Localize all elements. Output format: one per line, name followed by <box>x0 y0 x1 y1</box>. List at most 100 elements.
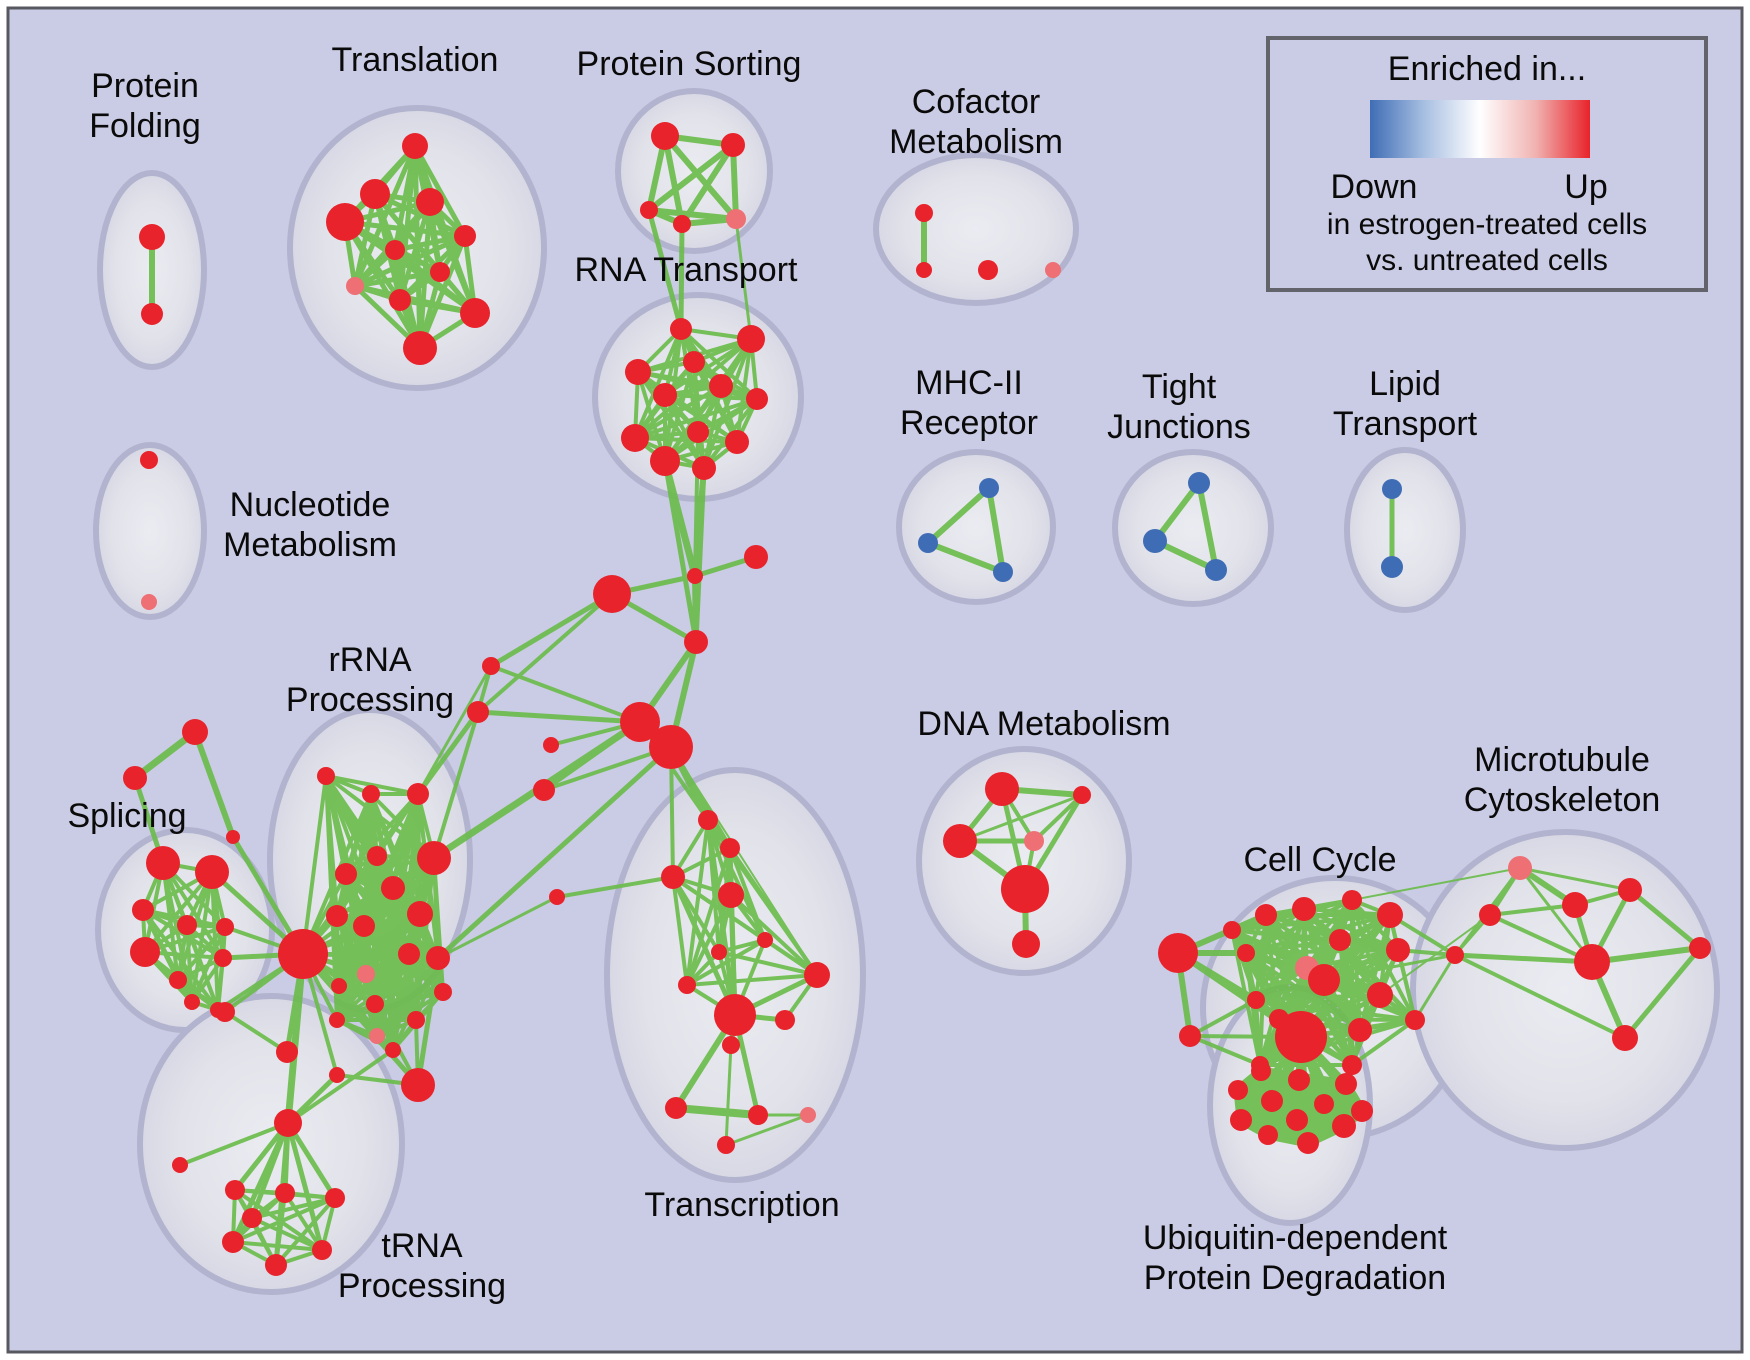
gene-set-node[interactable] <box>625 359 651 385</box>
gene-set-node[interactable] <box>757 932 773 948</box>
gene-set-node[interactable] <box>407 901 433 927</box>
gene-set-node[interactable] <box>226 830 240 844</box>
gene-set-node[interactable] <box>1381 556 1403 578</box>
gene-set-node[interactable] <box>177 915 197 935</box>
gene-set-node[interactable] <box>692 456 716 480</box>
gene-set-node[interactable] <box>549 889 565 905</box>
gene-set-node[interactable] <box>640 201 658 219</box>
gene-set-node[interactable] <box>916 262 932 278</box>
gene-set-node[interactable] <box>1230 1109 1252 1131</box>
gene-set-node[interactable] <box>329 1012 345 1028</box>
gene-set-node[interactable] <box>709 374 733 398</box>
gene-set-node[interactable] <box>1386 938 1410 962</box>
gene-set-node[interactable] <box>1329 929 1351 951</box>
gene-set-node[interactable] <box>1348 1018 1372 1042</box>
gene-set-node[interactable] <box>720 838 740 858</box>
gene-set-node[interactable] <box>1247 991 1265 1009</box>
gene-set-node[interactable] <box>132 899 154 921</box>
gene-set-node[interactable] <box>744 545 768 569</box>
gene-set-node[interactable] <box>141 303 163 325</box>
gene-set-node[interactable] <box>718 882 744 908</box>
gene-set-node[interactable] <box>665 1097 687 1119</box>
gene-set-node[interactable] <box>214 949 232 967</box>
gene-set-node[interactable] <box>1251 1061 1271 1081</box>
gene-set-node[interactable] <box>1689 937 1711 959</box>
gene-set-node[interactable] <box>1377 902 1403 928</box>
gene-set-node[interactable] <box>402 133 428 159</box>
gene-set-node[interactable] <box>276 1041 298 1063</box>
gene-set-node[interactable] <box>184 994 200 1010</box>
gene-set-node[interactable] <box>426 946 450 970</box>
gene-set-node[interactable] <box>139 224 165 250</box>
gene-set-node[interactable] <box>653 383 677 407</box>
gene-set-node[interactable] <box>467 701 489 723</box>
gene-set-node[interactable] <box>325 1188 345 1208</box>
gene-set-node[interactable] <box>543 737 559 753</box>
gene-set-node[interactable] <box>726 209 746 229</box>
gene-set-node[interactable] <box>943 824 977 858</box>
gene-set-node[interactable] <box>346 277 364 295</box>
gene-set-node[interactable] <box>775 1010 795 1030</box>
gene-set-node[interactable] <box>215 1002 235 1022</box>
gene-set-node[interactable] <box>398 943 420 965</box>
gene-set-node[interactable] <box>721 133 745 157</box>
gene-set-node[interactable] <box>401 1068 435 1102</box>
gene-set-node[interactable] <box>362 785 380 803</box>
gene-set-node[interactable] <box>169 971 187 989</box>
gene-set-node[interactable] <box>748 1105 768 1125</box>
gene-set-node[interactable] <box>1612 1025 1638 1051</box>
gene-set-node[interactable] <box>274 1109 302 1137</box>
gene-set-node[interactable] <box>317 767 335 785</box>
gene-set-node[interactable] <box>593 575 631 613</box>
gene-set-node[interactable] <box>482 657 500 675</box>
gene-set-node[interactable] <box>265 1254 287 1276</box>
gene-set-node[interactable] <box>275 1183 295 1203</box>
gene-set-node[interactable] <box>146 846 180 880</box>
gene-set-node[interactable] <box>1332 1114 1356 1138</box>
gene-set-node[interactable] <box>357 965 375 983</box>
gene-set-node[interactable] <box>1342 890 1362 910</box>
gene-set-node[interactable] <box>1446 946 1464 964</box>
gene-set-node[interactable] <box>717 1136 735 1154</box>
gene-set-node[interactable] <box>1143 529 1167 553</box>
gene-set-node[interactable] <box>678 976 696 994</box>
gene-set-node[interactable] <box>649 725 693 769</box>
gene-set-node[interactable] <box>800 1107 816 1123</box>
gene-set-node[interactable] <box>335 863 357 885</box>
gene-set-node[interactable] <box>1255 904 1277 926</box>
gene-set-node[interactable] <box>1308 964 1340 996</box>
gene-set-node[interactable] <box>1342 1055 1362 1075</box>
gene-set-node[interactable] <box>1562 892 1588 918</box>
gene-set-node[interactable] <box>222 1231 244 1253</box>
gene-set-node[interactable] <box>1286 1109 1308 1131</box>
gene-set-node[interactable] <box>172 1157 188 1173</box>
gene-set-node[interactable] <box>1024 831 1044 851</box>
gene-set-node[interactable] <box>650 446 680 476</box>
gene-set-node[interactable] <box>1179 1025 1201 1047</box>
gene-set-node[interactable] <box>141 594 157 610</box>
gene-set-node[interactable] <box>242 1208 262 1228</box>
gene-set-node[interactable] <box>804 962 830 988</box>
gene-set-node[interactable] <box>454 225 476 247</box>
gene-set-node[interactable] <box>651 122 679 150</box>
gene-set-node[interactable] <box>1297 1132 1319 1154</box>
gene-set-node[interactable] <box>1073 786 1091 804</box>
gene-set-node[interactable] <box>1314 1094 1334 1114</box>
gene-set-node[interactable] <box>687 568 703 584</box>
gene-set-node[interactable] <box>670 318 692 340</box>
gene-set-node[interactable] <box>1258 1125 1278 1145</box>
gene-set-node[interactable] <box>1228 1080 1248 1100</box>
gene-set-node[interactable] <box>385 1042 401 1058</box>
gene-set-node[interactable] <box>326 905 348 927</box>
gene-set-node[interactable] <box>684 630 708 654</box>
gene-set-node[interactable] <box>1479 904 1501 926</box>
gene-set-node[interactable] <box>1237 944 1255 962</box>
gene-set-node[interactable] <box>403 331 437 365</box>
gene-set-node[interactable] <box>430 262 450 282</box>
gene-set-node[interactable] <box>366 995 384 1013</box>
gene-set-node[interactable] <box>1001 865 1049 913</box>
gene-set-node[interactable] <box>195 855 229 889</box>
gene-set-node[interactable] <box>979 478 999 498</box>
gene-set-node[interactable] <box>621 424 649 452</box>
gene-set-node[interactable] <box>698 810 718 830</box>
